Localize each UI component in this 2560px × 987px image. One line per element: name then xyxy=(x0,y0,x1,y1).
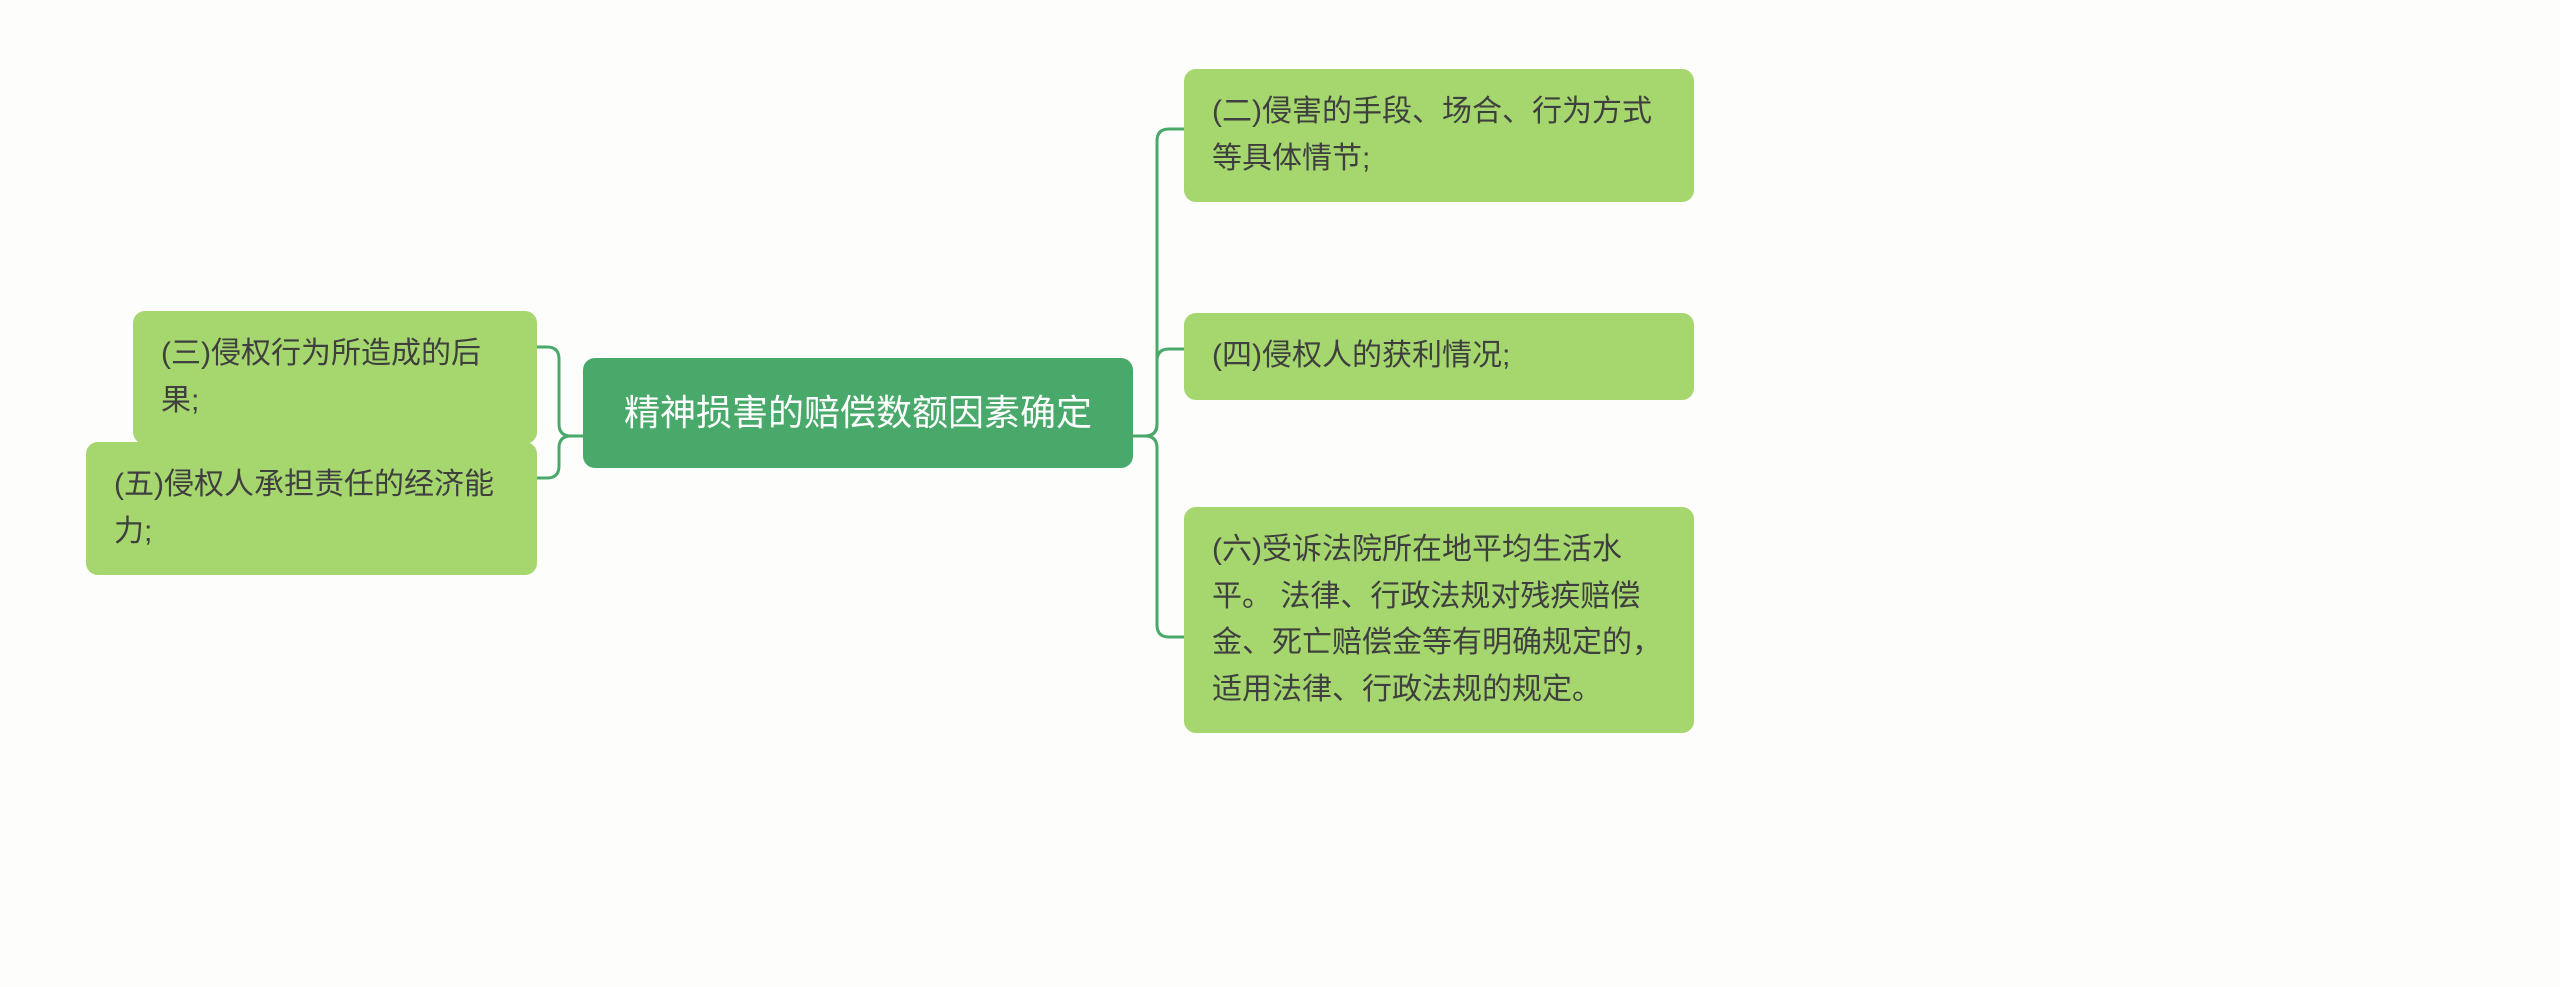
mindmap-leaf-left-0: (三)侵权行为所造成的后果; xyxy=(133,311,537,444)
mindmap-center-label: 精神损害的赔偿数额因素确定 xyxy=(624,392,1092,433)
mindmap-leaf-right-0: (二)侵害的手段、场合、行为方式等具体情节; xyxy=(1184,69,1694,202)
mindmap-leaf-right-1: (四)侵权人的获利情况; xyxy=(1184,313,1694,400)
mindmap-leaf-label: (二)侵害的手段、场合、行为方式等具体情节; xyxy=(1212,95,1652,175)
mindmap-leaf-label: (四)侵权人的获利情况; xyxy=(1212,339,1510,372)
mindmap-leaf-label: (三)侵权行为所造成的后果; xyxy=(161,337,481,417)
mindmap-leaf-left-1: (五)侵权人承担责任的经济能力; xyxy=(86,442,537,575)
mindmap-center: 精神损害的赔偿数额因素确定 xyxy=(583,358,1133,468)
mindmap-leaf-label: (六)受诉法院所在地平均生活水平。 法律、行政法规对残疾赔偿金、死亡赔偿金等有明… xyxy=(1212,533,1662,706)
mindmap-leaf-right-2: (六)受诉法院所在地平均生活水平。 法律、行政法规对残疾赔偿金、死亡赔偿金等有明… xyxy=(1184,507,1694,733)
mindmap-leaf-label: (五)侵权人承担责任的经济能力; xyxy=(114,468,494,548)
